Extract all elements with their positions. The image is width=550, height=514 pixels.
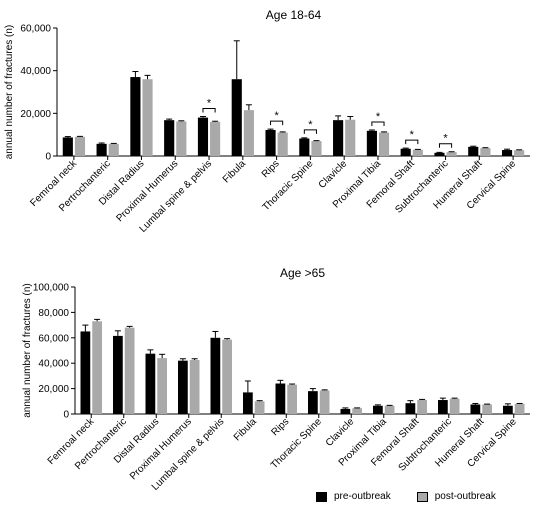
chart2-bar-post bbox=[319, 390, 330, 414]
chart2-bar-post bbox=[417, 400, 427, 414]
chart1-x-tick-label: Fibula bbox=[221, 158, 248, 185]
chart1-significance-bracket bbox=[270, 120, 284, 126]
chart2-bar-post bbox=[189, 360, 200, 414]
chart1-bar-post bbox=[480, 148, 491, 156]
chart2-y-tick-label: 80,000 bbox=[38, 308, 69, 319]
chart1-bar-post bbox=[243, 110, 254, 156]
chart2-bar-pre bbox=[503, 405, 513, 414]
chart1-bar-pre bbox=[197, 117, 209, 156]
chart1-bar-post bbox=[378, 132, 390, 156]
chart1-bar-post bbox=[210, 121, 221, 156]
chart2-bar-post bbox=[92, 321, 102, 414]
chart2-bar-pre bbox=[470, 404, 481, 414]
chart2-bar-pre bbox=[405, 403, 416, 414]
legend-item-post-outbreak: post-outbreak bbox=[416, 491, 496, 502]
chart1-bar-pre bbox=[468, 146, 479, 156]
chart1-bar-post bbox=[108, 143, 119, 156]
chart1-bar-post bbox=[74, 136, 86, 156]
chart1-significance-bracket bbox=[405, 139, 419, 145]
chart1-significance-bracket bbox=[202, 108, 216, 113]
chart1-bar-post bbox=[277, 132, 288, 156]
chart1-bar-post bbox=[142, 79, 153, 156]
chart1-significance-bracket bbox=[371, 121, 385, 126]
chart2-y-tick-label: 100,000 bbox=[33, 283, 70, 294]
chart1-title: Age 18-64 bbox=[266, 8, 322, 22]
chart2-bar-post bbox=[157, 358, 167, 414]
chart1-y-tick-label: 20,000 bbox=[20, 109, 51, 120]
chart1-significance-bracket bbox=[438, 143, 453, 148]
chart2-y-tick-label: 40,000 bbox=[38, 359, 69, 370]
chart1-bar-pre bbox=[400, 148, 411, 156]
chart1-bar-post bbox=[446, 152, 457, 156]
chart1-x-tick-label: Clavicle bbox=[317, 158, 350, 191]
chart1-bar-pre bbox=[130, 77, 141, 156]
chart2-y-tick-label: 0 bbox=[63, 410, 69, 421]
chart2-bar-post bbox=[482, 404, 492, 414]
chart2-bar-pre bbox=[145, 353, 156, 414]
chart2-bar-pre bbox=[243, 392, 253, 414]
chart1-y-tick-label: 40,000 bbox=[20, 66, 51, 77]
chart1-y-label: annual number of fractures (n) bbox=[4, 25, 15, 160]
chart2-bar-post bbox=[514, 403, 525, 414]
chart2-bar-post bbox=[254, 401, 265, 414]
chart2-bar-post bbox=[222, 339, 232, 414]
chart2-bar-pre bbox=[438, 400, 448, 414]
legend: pre-outbreak post-outbreak bbox=[316, 491, 496, 502]
chart1-significance-marker: * bbox=[410, 129, 415, 141]
chart1-x-tick-label: Proximal Humerus bbox=[114, 158, 180, 224]
chart2-y-label: annual number of fractures (n) bbox=[22, 283, 33, 418]
chart1-bar-pre bbox=[62, 137, 73, 156]
chart2-x-tick-label: Rips bbox=[269, 416, 291, 438]
chart2-y-tick-label: 20,000 bbox=[38, 384, 69, 395]
chart1-bar-post bbox=[311, 141, 322, 156]
chart1-y-tick-label: 0 bbox=[45, 152, 51, 163]
chart1-significance-marker: * bbox=[308, 119, 313, 131]
chart2-x-tick-label: Proximal Humerus bbox=[128, 416, 194, 482]
chart2-x-tick-label: Fibula bbox=[232, 416, 259, 443]
chart1-bar-pre bbox=[96, 143, 107, 156]
chart1-bar-pre bbox=[366, 130, 377, 156]
legend-label-post-outbreak: post-outbreak bbox=[434, 491, 496, 502]
chart2-bar-post bbox=[124, 327, 135, 414]
chart1-significance-marker: * bbox=[443, 133, 448, 145]
chart1-bar-post bbox=[176, 121, 187, 156]
chart1-bar-post bbox=[345, 119, 356, 156]
chart2-bar-pre bbox=[113, 335, 123, 414]
chart2-x-tick-label: Clavicle bbox=[324, 416, 357, 449]
chart2-bar-post bbox=[352, 408, 362, 414]
chart2-bar-post bbox=[287, 384, 297, 414]
chart1-x-tick-label: Rips bbox=[260, 158, 282, 180]
chart2-bar-pre bbox=[340, 408, 351, 414]
chart2-bar-pre bbox=[275, 383, 286, 414]
chart2-y-tick-label: 60,000 bbox=[38, 333, 69, 344]
chart2-bar-post bbox=[449, 398, 460, 414]
chart1-bar-post bbox=[514, 150, 525, 156]
chart1-bar-pre bbox=[333, 120, 344, 156]
chart1-bar-pre bbox=[501, 150, 513, 156]
chart1-significance-marker: * bbox=[274, 110, 279, 122]
chart1-significance-bracket bbox=[303, 129, 317, 134]
chart1-bar-pre bbox=[299, 138, 310, 156]
chart1-bar-pre bbox=[265, 129, 276, 156]
legend-swatch-post-outbreak bbox=[416, 491, 428, 502]
chart1-bar-pre bbox=[434, 152, 445, 156]
chart1-significance-marker: * bbox=[376, 111, 381, 123]
chart2-bar-pre bbox=[308, 391, 318, 414]
chart2-bar-pre bbox=[80, 331, 91, 414]
legend-swatch-pre-outbreak bbox=[316, 491, 327, 502]
chart2-bar-pre bbox=[178, 360, 188, 414]
chart1-significance-marker: * bbox=[207, 98, 212, 110]
chart1-y-tick-label: 60,000 bbox=[20, 24, 51, 35]
legend-item-pre-outbreak: pre-outbreak bbox=[316, 491, 391, 502]
chart2-bar-pre bbox=[373, 405, 383, 414]
chart1-bar-pre bbox=[231, 79, 242, 156]
legend-label-pre-outbreak: pre-outbreak bbox=[334, 491, 391, 502]
chart2-title: Age >65 bbox=[280, 266, 325, 280]
chart2-bar-pre bbox=[210, 337, 221, 414]
chart2-bar-post bbox=[384, 405, 395, 414]
chart1-bar-post bbox=[412, 149, 423, 156]
chart1-bar-pre bbox=[164, 120, 175, 156]
